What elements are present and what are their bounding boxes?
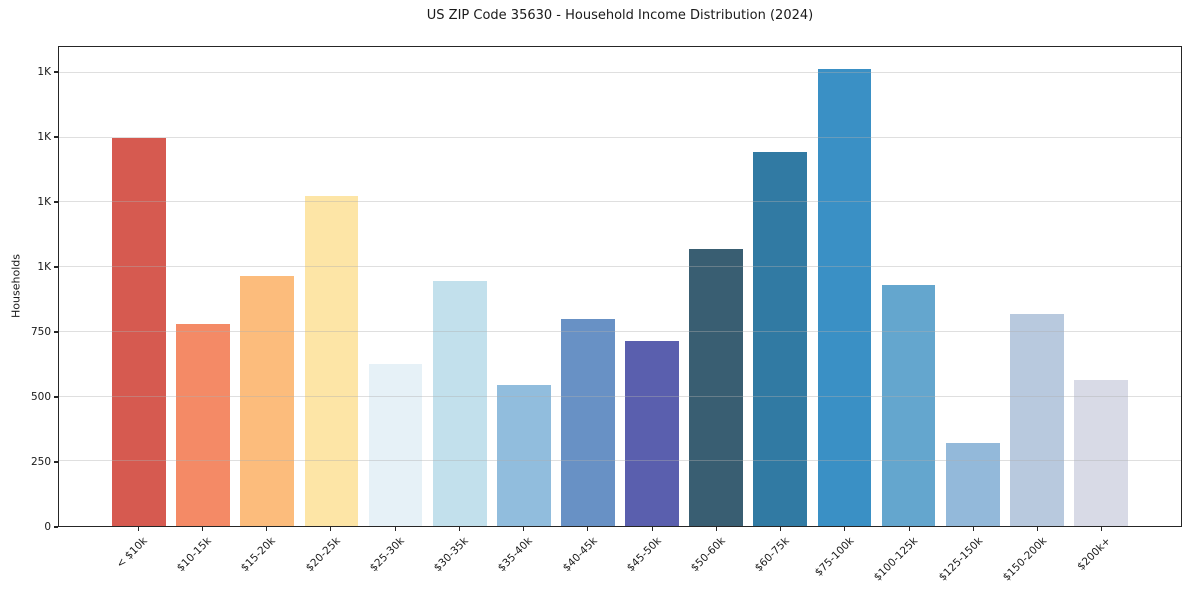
bar-$200k+ xyxy=(1074,379,1128,526)
x-tick-label: < $10k xyxy=(114,535,150,571)
bar-slot xyxy=(107,47,171,526)
bars-layer xyxy=(59,47,1181,526)
x-tick-label: $10-15k xyxy=(174,535,214,575)
x-tick-mark xyxy=(330,527,332,531)
bar-< $10k xyxy=(112,137,166,526)
x-tick-label: $100-125k xyxy=(872,535,921,584)
y-tick-mark xyxy=(54,201,58,203)
x-tick-label: $125-150k xyxy=(936,535,985,584)
bar-slot xyxy=(877,47,941,526)
y-tick-mark xyxy=(54,461,58,463)
x-tick-mark xyxy=(908,527,910,531)
y-tick-mark xyxy=(54,266,58,268)
x-tick-mark xyxy=(523,527,525,531)
y-tick-label: 500 xyxy=(30,391,51,403)
y-tick-label: 1K xyxy=(37,131,51,143)
y-tick-mark xyxy=(54,136,58,138)
bar-$35-40k xyxy=(496,384,551,526)
bar-$30-35k xyxy=(432,281,487,526)
x-tick-mark xyxy=(780,527,782,531)
x-tick-mark xyxy=(201,527,203,531)
y-tick-mark xyxy=(54,331,58,333)
x-tick-mark xyxy=(651,527,653,531)
x-tick-label: $60-75k xyxy=(753,535,793,575)
bar-slot xyxy=(684,47,748,526)
x-tick-label: $25-30k xyxy=(367,535,407,575)
bar-$60-75k xyxy=(753,151,808,526)
x-tick-mark xyxy=(394,527,396,531)
bar-$15-20k xyxy=(240,276,295,526)
y-tick-mark xyxy=(54,526,58,528)
bar-slot xyxy=(556,47,620,526)
x-tick-mark xyxy=(587,527,589,531)
bar-slot xyxy=(364,47,428,526)
bar-slot xyxy=(1069,47,1133,526)
y-tick-label: 0 xyxy=(44,521,51,533)
x-tick-mark xyxy=(715,527,717,531)
bar-slot xyxy=(941,47,1005,526)
bar-slot xyxy=(171,47,235,526)
bar-$10-15k xyxy=(176,324,231,526)
bar-$50-60k xyxy=(689,248,744,526)
y-tick-label: 1K xyxy=(37,196,51,208)
x-tick-label: $20-25k xyxy=(303,535,343,575)
x-tick-mark xyxy=(1101,527,1103,531)
x-tick-label: $35-40k xyxy=(496,535,536,575)
x-tick-mark xyxy=(844,527,846,531)
bar-slot xyxy=(299,47,363,526)
y-tick-label: 250 xyxy=(30,456,51,468)
x-tick-label: $15-20k xyxy=(239,535,279,575)
x-tick-mark xyxy=(266,527,268,531)
bar-slot xyxy=(428,47,492,526)
y-tick-mark xyxy=(54,71,58,73)
y-tick-label: 1K xyxy=(37,66,51,78)
bar-slot xyxy=(235,47,299,526)
x-tick-mark xyxy=(458,527,460,531)
y-tick-label: 750 xyxy=(30,326,51,338)
y-tick-mark xyxy=(54,396,58,398)
bar-slot xyxy=(1005,47,1069,526)
bar-slot xyxy=(620,47,684,526)
chart-title: US ZIP Code 35630 - Household Income Dis… xyxy=(426,8,814,23)
bar-slot xyxy=(812,47,876,526)
bar-$25-30k xyxy=(368,364,423,526)
x-tick-label: $75-100k xyxy=(812,535,857,579)
x-tick-mark xyxy=(137,527,139,531)
bar-$45-50k xyxy=(625,340,679,526)
x-tick-label: $30-35k xyxy=(431,535,471,575)
x-tick-mark xyxy=(1037,527,1039,531)
bar-$150-200k xyxy=(1009,313,1064,526)
x-tick-label: $40-45k xyxy=(560,535,600,575)
bar-$75-100k xyxy=(817,69,872,526)
bar-$40-45k xyxy=(561,318,615,526)
x-tick-label: $45-50k xyxy=(624,535,664,575)
bar-slot xyxy=(492,47,556,526)
bar-$20-25k xyxy=(304,195,359,526)
bar-slot xyxy=(748,47,812,526)
plot-area xyxy=(58,46,1182,527)
bar-$100-125k xyxy=(881,285,936,526)
y-tick-label: 1K xyxy=(37,261,51,273)
x-tick-label: $200k+ xyxy=(1075,535,1114,573)
x-tick-label: $50-60k xyxy=(688,535,728,575)
x-tick-mark xyxy=(972,527,974,531)
x-tick-label: $150-200k xyxy=(1000,535,1050,584)
bar-$125-150k xyxy=(945,443,1000,526)
